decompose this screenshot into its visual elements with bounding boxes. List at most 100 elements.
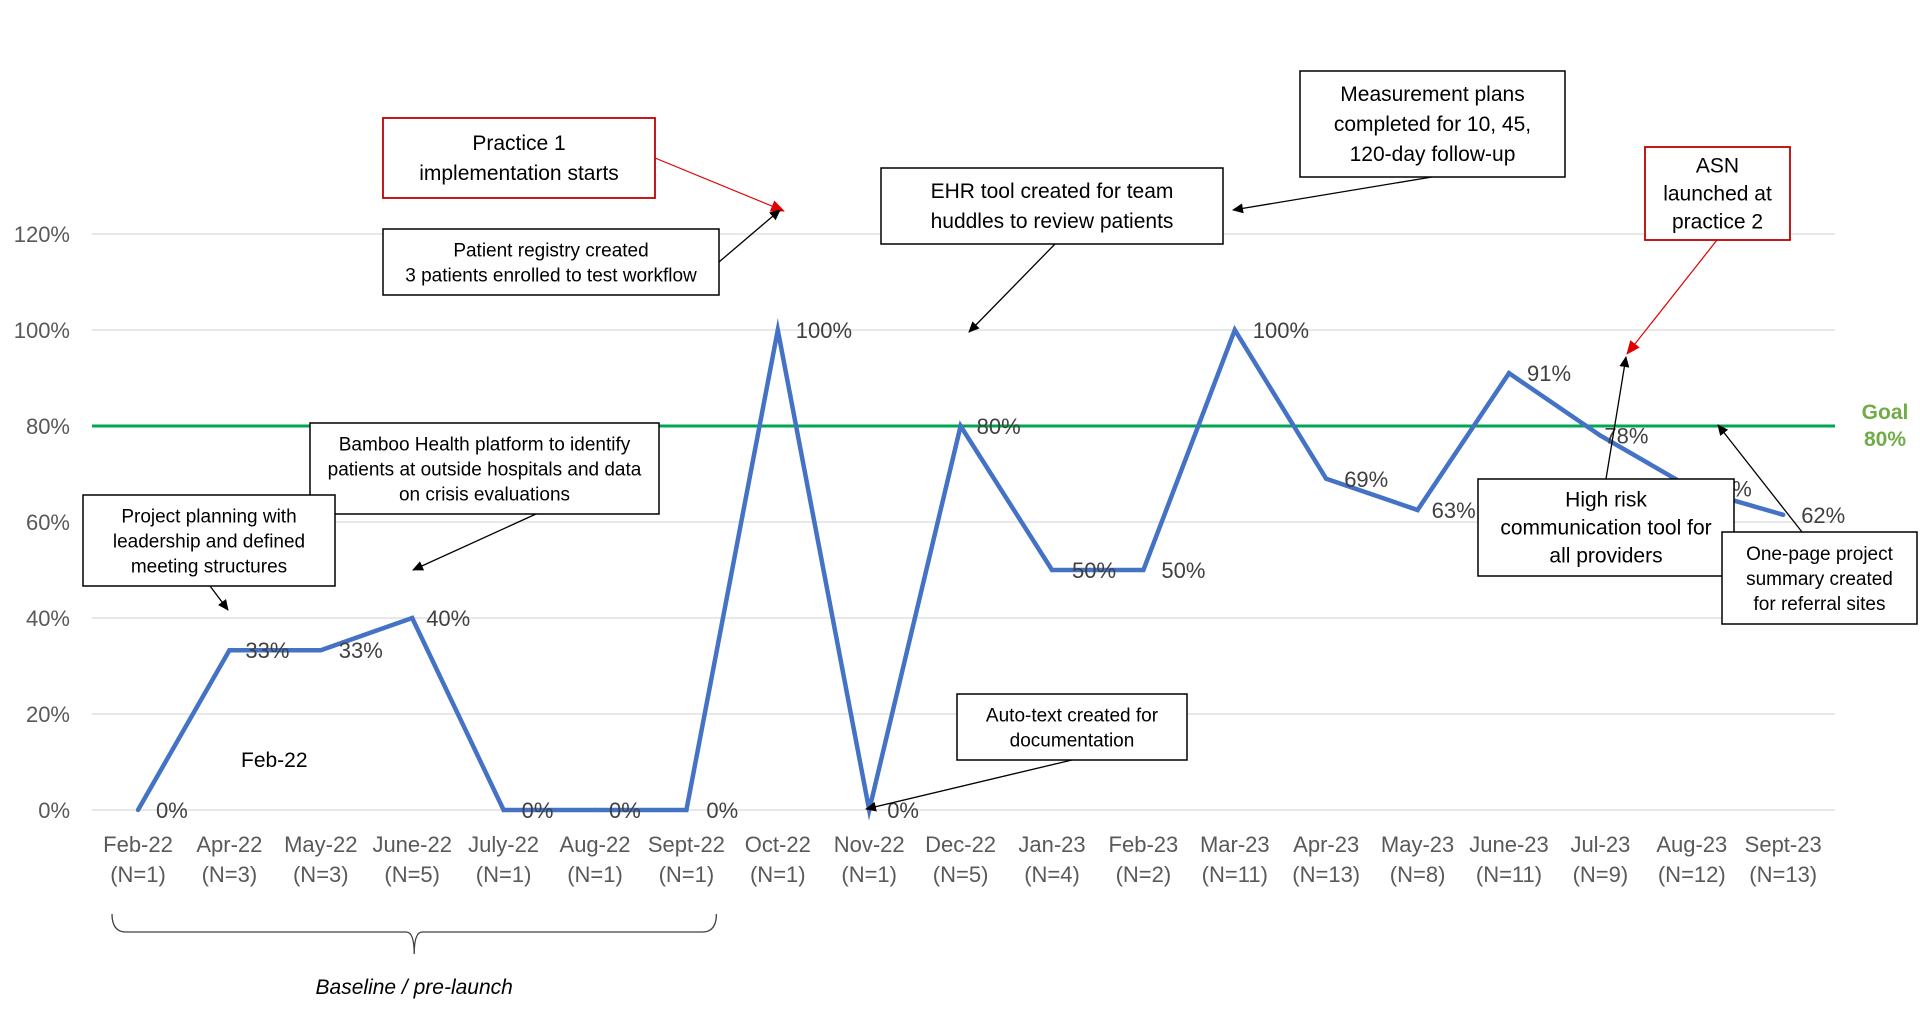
- data-point: [1506, 371, 1512, 376]
- annotation-text: Practice 1: [472, 132, 565, 155]
- annotation-box: [1721, 531, 1918, 625]
- x-tick-label: Jan-23: [1018, 832, 1085, 857]
- annotation-text: practice 2: [1672, 211, 1763, 234]
- x-tick-label: Oct-22: [745, 832, 811, 857]
- data-point: [1415, 507, 1420, 513]
- annotation-text: all providers: [1549, 545, 1662, 568]
- y-tick-label: 80%: [26, 414, 70, 439]
- data-label: 50%: [1072, 558, 1116, 583]
- y-tick-label: 60%: [26, 510, 70, 535]
- x-tick-label: June-22: [372, 832, 452, 857]
- annotation-box: [82, 494, 336, 587]
- annotation-arrow: [1605, 356, 1630, 480]
- annotation-box: [309, 422, 660, 515]
- data-label: 0%: [522, 798, 554, 823]
- y-tick-label: 120%: [14, 222, 70, 247]
- data-label: 0%: [156, 798, 188, 823]
- y-tick-label: 100%: [14, 318, 70, 343]
- x-tick-n-label: (N=5): [933, 862, 989, 887]
- data-label: 0%: [609, 798, 641, 823]
- x-tick-n-label: (N=1): [841, 862, 897, 887]
- data-label: 33%: [245, 638, 289, 663]
- x-tick-n-label: (N=1): [567, 862, 623, 887]
- annotation-arrow: [968, 243, 1056, 333]
- data-point: [592, 807, 598, 813]
- annotation-arrow: [1717, 424, 1803, 533]
- annotation-box: [382, 228, 720, 296]
- x-tick-n-label: (N=2): [1116, 862, 1172, 887]
- y-tick-label: 40%: [26, 606, 70, 631]
- overlay-label: Feb-22: [241, 749, 308, 772]
- annotation-arrow: [1232, 176, 1433, 214]
- x-tick-label: Apr-23: [1293, 832, 1359, 857]
- annotation-text: summary created: [1746, 569, 1893, 590]
- annotation-box: [382, 117, 656, 199]
- annotation-text: EHR tool created for team: [931, 180, 1174, 203]
- annotation-text: huddles to review patients: [931, 210, 1174, 233]
- data-point: [958, 423, 963, 429]
- data-point: [1598, 433, 1603, 438]
- data-point: [1781, 512, 1786, 517]
- data-point: [1232, 327, 1238, 333]
- annotation-text: on crisis evaluations: [399, 485, 570, 506]
- data-point: [318, 647, 323, 653]
- annotation-arrow: [209, 585, 229, 611]
- x-tick-n-label: (N=11): [1476, 862, 1542, 887]
- annotation-text: leadership and defined: [113, 532, 305, 553]
- data-label: 62%: [1801, 503, 1845, 528]
- x-tick-label: Dec-22: [925, 832, 996, 857]
- annotation-box: [1644, 146, 1791, 241]
- data-label: 69%: [1344, 467, 1388, 492]
- x-tick-label: Mar-23: [1200, 832, 1270, 857]
- annotation-text: 120-day follow-up: [1350, 143, 1516, 166]
- x-tick-label: July-22: [468, 832, 539, 857]
- x-tick-n-label: (N=1): [659, 862, 715, 887]
- x-tick-label: Jul-23: [1570, 832, 1630, 857]
- annotation-text: Bamboo Health platform to identify: [339, 435, 631, 456]
- x-axis: Feb-22 (N=1) Apr-22 (N=3) May-22 (N=3) June-22…: [103, 832, 1822, 887]
- data-point: [775, 327, 780, 333]
- data-label: 40%: [426, 606, 470, 631]
- annotation-text: for referral sites: [1754, 594, 1886, 615]
- y-axis: 0% 20% 40% 60% 80% 100% 120%: [14, 222, 70, 823]
- annotation-text: completed for 10, 45,: [1334, 113, 1531, 136]
- x-tick-n-label: (N=1): [476, 862, 532, 887]
- x-tick-label: Feb-23: [1109, 832, 1179, 857]
- annotation-arrow: [1626, 239, 1718, 355]
- goal-value-label: 80%: [1864, 428, 1906, 451]
- x-tick-n-label: (N=3): [293, 862, 349, 887]
- data-label: 100%: [796, 318, 852, 343]
- annotation-arrow: [654, 157, 785, 212]
- y-tick-label: 20%: [26, 702, 70, 727]
- annotation-text: meeting structures: [131, 557, 287, 578]
- data-point: [684, 807, 689, 813]
- data-label: 0%: [706, 798, 738, 823]
- goal-label: Goal: [1862, 401, 1909, 424]
- data-point: [501, 807, 506, 813]
- x-tick-label: Nov-22: [834, 832, 905, 857]
- annotation-box: [1299, 70, 1566, 178]
- data-point: [1324, 476, 1329, 481]
- annotation-text: communication tool for: [1500, 517, 1711, 540]
- x-tick-label: Feb-22: [103, 832, 173, 857]
- annotation-box: [880, 167, 1224, 245]
- data-label: 0%: [887, 798, 919, 823]
- annotation-text: One-page project: [1746, 544, 1894, 565]
- annotation-text: High risk: [1565, 489, 1647, 512]
- annotation-box: [956, 693, 1188, 761]
- annotation-text: patients at outside hospitals and data: [328, 460, 642, 481]
- x-tick-label: Sept-22: [648, 832, 725, 857]
- x-tick-n-label: (N=4): [1024, 862, 1080, 887]
- series-group: [135, 317, 1786, 821]
- data-point: [1141, 567, 1146, 573]
- x-tick-label: May-22: [284, 832, 357, 857]
- data-label: 63%: [1432, 498, 1476, 523]
- x-tick-label: Aug-23: [1656, 832, 1727, 857]
- annotation-text: Auto-text created for: [986, 706, 1159, 727]
- x-tick-label: May-23: [1381, 832, 1454, 857]
- x-tick-n-label: (N=3): [202, 862, 258, 887]
- x-tick-n-label: (N=5): [384, 862, 440, 887]
- x-tick-n-label: (N=13): [1292, 862, 1360, 887]
- annotation-arrow: [718, 209, 781, 263]
